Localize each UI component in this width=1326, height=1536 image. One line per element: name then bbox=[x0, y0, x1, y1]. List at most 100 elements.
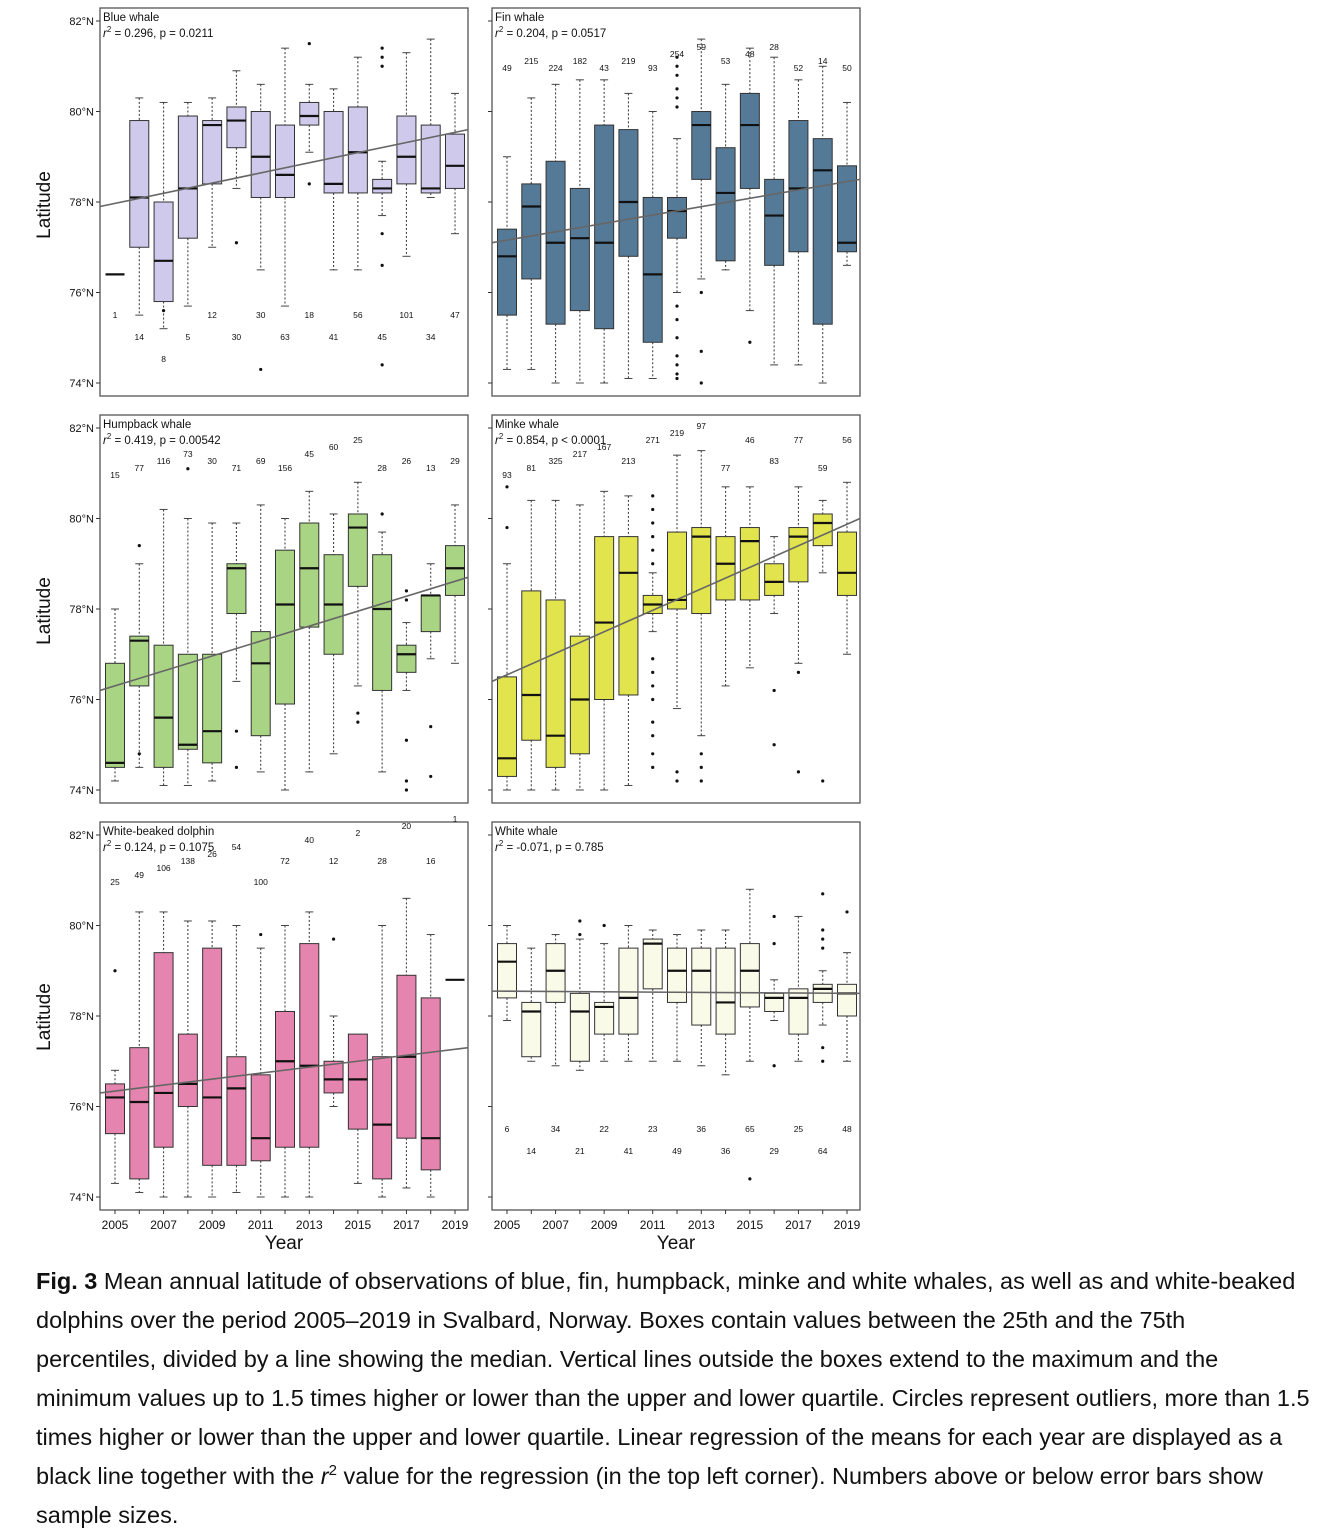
sample-size-label: 14 bbox=[818, 56, 828, 66]
sample-size-label: 71 bbox=[232, 463, 242, 473]
box bbox=[153, 201, 174, 303]
outlier-point bbox=[675, 55, 679, 59]
y-tick-label: 76°N bbox=[69, 288, 94, 300]
sample-size-label: 5 bbox=[185, 332, 190, 342]
panel-title: White-beaked dolphin bbox=[103, 826, 214, 838]
stat-value: = -0.071, p = 0.785 bbox=[503, 842, 603, 854]
box bbox=[545, 943, 566, 1003]
sample-size-label: 30 bbox=[232, 332, 242, 342]
box bbox=[129, 635, 150, 687]
sample-size-label: 219 bbox=[621, 56, 635, 66]
sample-size-label: 53 bbox=[721, 56, 731, 66]
outlier-point bbox=[234, 765, 239, 769]
outlier-point bbox=[578, 932, 582, 937]
outlier-point bbox=[772, 743, 776, 747]
outlier-point bbox=[651, 494, 655, 498]
sample-size-label: 60 bbox=[329, 442, 339, 452]
outlier-point bbox=[404, 738, 409, 742]
outlier-point bbox=[259, 932, 263, 937]
regression-line bbox=[491, 517, 861, 683]
sample-size-label: 14 bbox=[135, 332, 145, 342]
outlier-point bbox=[404, 779, 409, 783]
outlier-point bbox=[796, 770, 801, 774]
figure-svg: Latitude Latitude Latitude 82°N 80°N 78°N 76°N… bbox=[34, 7, 861, 1254]
box bbox=[837, 531, 857, 596]
box bbox=[739, 92, 760, 189]
sample-size-label: 77 bbox=[794, 435, 804, 445]
box bbox=[250, 631, 271, 737]
sample-size-label: 23 bbox=[648, 1124, 658, 1134]
box bbox=[618, 536, 639, 696]
stat-r: r bbox=[103, 28, 108, 40]
box bbox=[764, 178, 785, 266]
panel-stat: r2 = 0.296, p = 0.0211 bbox=[103, 25, 213, 40]
sample-size-label: 81 bbox=[527, 463, 537, 473]
outlier-point bbox=[699, 381, 703, 385]
box bbox=[323, 111, 344, 194]
box bbox=[299, 943, 320, 1148]
box bbox=[812, 513, 833, 547]
sample-size-label: 25 bbox=[353, 435, 363, 445]
box bbox=[594, 1001, 615, 1035]
outlier-point bbox=[675, 318, 679, 322]
x-tick-label: 2011 bbox=[640, 1218, 666, 1232]
outlier-point bbox=[161, 309, 166, 313]
box bbox=[667, 531, 687, 610]
panel-stat: r2 = 0.419, p = 0.00542 bbox=[103, 432, 221, 447]
outlier-point bbox=[675, 376, 679, 381]
outlier-point bbox=[675, 354, 679, 358]
outlier-point bbox=[356, 720, 360, 724]
sample-size-label: 48 bbox=[745, 49, 755, 59]
sample-size-label: 36 bbox=[721, 1146, 731, 1156]
sample-size-label: 45 bbox=[305, 449, 315, 459]
outlier-point bbox=[651, 720, 655, 724]
sample-size-label: 2 bbox=[355, 828, 360, 838]
panel-title: Humpback whale bbox=[103, 419, 191, 431]
box bbox=[105, 662, 125, 768]
panel-title: Minke whale bbox=[495, 419, 559, 431]
panel-stat: r2 = 0.854, p < 0.0001 bbox=[495, 432, 606, 447]
x-axis-label: Year bbox=[265, 1233, 304, 1254]
box bbox=[275, 549, 295, 705]
outlier-point bbox=[675, 96, 679, 100]
sample-size-label: 26 bbox=[402, 456, 412, 466]
box bbox=[153, 644, 174, 768]
outlier-point bbox=[821, 928, 825, 932]
sample-size-label: 59 bbox=[818, 463, 828, 473]
sample-size-label: 43 bbox=[599, 63, 609, 73]
sample-size-label: 21 bbox=[575, 1146, 585, 1156]
box bbox=[202, 120, 223, 185]
sample-size-label: 40 bbox=[305, 835, 315, 845]
sample-size-label: 215 bbox=[524, 56, 538, 66]
sample-size-label: 46 bbox=[745, 435, 755, 445]
box bbox=[177, 653, 198, 750]
x-tick-label: 2019 bbox=[834, 1218, 861, 1232]
panel-title: White whale bbox=[495, 826, 558, 838]
sample-size-label: 54 bbox=[232, 842, 242, 852]
box bbox=[372, 554, 393, 691]
box bbox=[202, 947, 223, 1166]
outlier-point bbox=[578, 919, 582, 923]
panel-stat: r2 = 0.204, p = 0.0517 bbox=[495, 25, 606, 40]
y-tick-label: 74°N bbox=[69, 785, 94, 797]
outlier-point bbox=[845, 910, 849, 914]
sample-size-label: 217 bbox=[573, 449, 587, 459]
box bbox=[372, 178, 393, 194]
sample-size-label: 30 bbox=[207, 456, 217, 466]
box bbox=[667, 947, 687, 1003]
x-tick-label: 2013 bbox=[688, 1218, 715, 1232]
y-tick-label: 78°N bbox=[69, 197, 94, 209]
outlier-point bbox=[602, 923, 606, 928]
outlier-point bbox=[380, 512, 384, 516]
sample-size-label: 29 bbox=[450, 456, 460, 466]
outlier-point bbox=[675, 304, 679, 308]
outlier-point bbox=[380, 232, 384, 236]
sample-size-label: 15 bbox=[110, 470, 120, 480]
y-tick-label: 80°N bbox=[69, 514, 94, 526]
outlier-point bbox=[651, 548, 655, 552]
x-tick-label: 2017 bbox=[393, 1218, 420, 1232]
x-tick-label: 2015 bbox=[737, 1218, 764, 1232]
box bbox=[545, 599, 566, 768]
outlier-point bbox=[307, 42, 311, 46]
box bbox=[764, 992, 785, 1012]
